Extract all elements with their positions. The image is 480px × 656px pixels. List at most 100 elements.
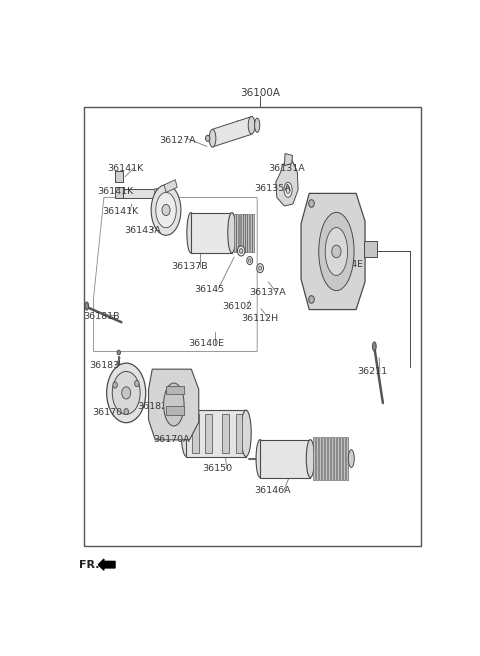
Text: 36127A: 36127A xyxy=(159,136,195,145)
Ellipse shape xyxy=(113,382,117,388)
Ellipse shape xyxy=(284,182,292,197)
Ellipse shape xyxy=(124,409,129,415)
Bar xyxy=(337,438,339,480)
Ellipse shape xyxy=(248,116,255,134)
Bar xyxy=(241,214,243,252)
Text: 36170A: 36170A xyxy=(153,436,190,444)
Ellipse shape xyxy=(332,245,341,258)
Ellipse shape xyxy=(254,118,260,133)
Polygon shape xyxy=(284,154,292,165)
Bar xyxy=(340,438,342,480)
Ellipse shape xyxy=(151,185,181,236)
Bar xyxy=(115,171,123,182)
Ellipse shape xyxy=(306,440,314,478)
Ellipse shape xyxy=(162,205,170,216)
Ellipse shape xyxy=(122,387,131,399)
Bar xyxy=(165,188,167,200)
Ellipse shape xyxy=(181,410,192,457)
Ellipse shape xyxy=(186,383,193,392)
Bar xyxy=(313,438,315,480)
Text: 36211: 36211 xyxy=(358,367,387,376)
Bar xyxy=(245,214,247,252)
Bar xyxy=(346,438,348,480)
Bar xyxy=(319,438,321,480)
Text: 36114E: 36114E xyxy=(328,260,364,268)
Bar xyxy=(84,106,421,546)
Bar xyxy=(252,214,254,252)
Bar xyxy=(316,438,318,480)
Ellipse shape xyxy=(256,440,264,478)
Ellipse shape xyxy=(118,372,120,375)
Ellipse shape xyxy=(205,135,210,141)
Bar xyxy=(205,414,212,453)
Bar xyxy=(325,438,327,480)
Text: 36145: 36145 xyxy=(194,285,224,294)
Bar xyxy=(236,414,242,453)
Text: 36135A: 36135A xyxy=(254,184,291,194)
Bar xyxy=(222,414,228,453)
Text: 36141K: 36141K xyxy=(107,163,143,173)
Text: 36102: 36102 xyxy=(222,302,252,311)
Polygon shape xyxy=(301,194,365,310)
Bar xyxy=(236,214,238,252)
Bar xyxy=(331,438,333,480)
Text: 36183: 36183 xyxy=(89,361,119,370)
Ellipse shape xyxy=(257,264,264,273)
Polygon shape xyxy=(276,159,298,206)
Ellipse shape xyxy=(228,213,236,253)
Text: 36181B: 36181B xyxy=(84,312,120,321)
Ellipse shape xyxy=(209,129,216,147)
Ellipse shape xyxy=(240,249,243,253)
Bar xyxy=(163,188,165,200)
Ellipse shape xyxy=(134,380,139,386)
Polygon shape xyxy=(148,369,199,440)
Ellipse shape xyxy=(309,296,314,303)
Ellipse shape xyxy=(238,246,245,256)
Bar xyxy=(239,214,240,252)
Text: 36182: 36182 xyxy=(137,401,168,411)
Bar xyxy=(156,188,158,200)
Text: 36143A: 36143A xyxy=(124,226,161,235)
Ellipse shape xyxy=(325,228,348,276)
Bar xyxy=(192,414,199,453)
Bar xyxy=(234,214,236,252)
Ellipse shape xyxy=(309,199,314,207)
Ellipse shape xyxy=(247,256,252,264)
Bar xyxy=(154,188,156,200)
Text: 36146A: 36146A xyxy=(254,486,291,495)
Bar xyxy=(248,214,249,252)
Polygon shape xyxy=(164,180,177,192)
Bar xyxy=(260,440,311,478)
Bar xyxy=(158,188,160,200)
Polygon shape xyxy=(213,117,252,147)
Ellipse shape xyxy=(156,192,176,228)
Ellipse shape xyxy=(117,350,120,355)
Text: FR.: FR. xyxy=(79,560,100,569)
Bar xyxy=(186,410,246,457)
Ellipse shape xyxy=(348,450,354,468)
Text: 36150: 36150 xyxy=(202,464,232,473)
Bar xyxy=(250,214,252,252)
Ellipse shape xyxy=(372,342,376,351)
Bar xyxy=(115,188,123,198)
Ellipse shape xyxy=(107,363,146,422)
Text: 36100A: 36100A xyxy=(240,88,280,98)
FancyArrow shape xyxy=(98,559,115,570)
Bar xyxy=(322,438,324,480)
Text: 36112H: 36112H xyxy=(241,314,278,323)
Ellipse shape xyxy=(249,259,251,262)
Bar xyxy=(123,190,156,198)
Text: 36137B: 36137B xyxy=(171,262,207,271)
Bar xyxy=(167,386,184,394)
Bar xyxy=(334,438,336,480)
Ellipse shape xyxy=(112,371,140,415)
Text: 36170: 36170 xyxy=(92,407,122,417)
Ellipse shape xyxy=(241,410,251,457)
Bar xyxy=(160,188,162,200)
Ellipse shape xyxy=(259,266,262,270)
Bar xyxy=(343,438,345,480)
Bar xyxy=(243,214,245,252)
Ellipse shape xyxy=(319,213,354,291)
Ellipse shape xyxy=(286,186,290,194)
Bar xyxy=(191,213,232,253)
